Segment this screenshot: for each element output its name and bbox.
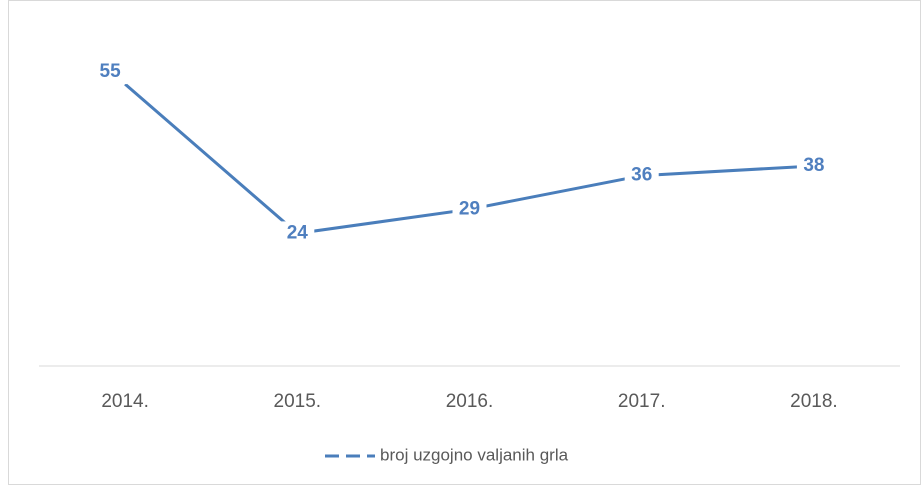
value-label-bg xyxy=(452,197,487,222)
value-label-bg xyxy=(280,221,315,246)
value-label: 36 xyxy=(631,165,652,186)
legend-label: broj uzgojno valjanih grla xyxy=(380,445,569,464)
value-label: 24 xyxy=(287,222,309,243)
value-label: 29 xyxy=(459,198,480,219)
x-tick-label: 2015. xyxy=(274,391,322,412)
value-label-bg xyxy=(624,163,659,188)
x-tick-label: 2017. xyxy=(618,391,666,412)
x-tick-label: 2014. xyxy=(101,391,149,412)
value-label-bg xyxy=(796,153,831,178)
value-label-bg xyxy=(93,60,128,85)
x-tick-label: 2018. xyxy=(790,391,838,412)
value-label: 38 xyxy=(803,155,824,176)
x-tick-label: 2016. xyxy=(446,391,494,412)
chart-frame xyxy=(8,0,921,485)
value-label: 55 xyxy=(100,61,122,82)
